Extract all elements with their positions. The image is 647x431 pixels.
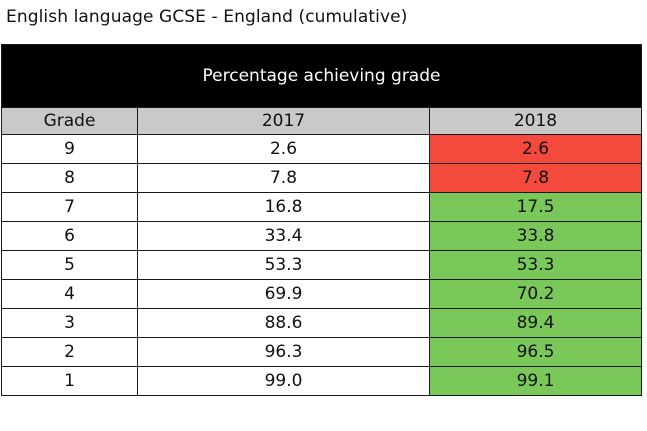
grade-cell: 9 xyxy=(1,134,138,164)
table-row: 9 2.6 2.6 xyxy=(1,134,642,164)
value-2017-cell: 16.8 xyxy=(137,192,430,222)
table-title-row: Percentage achieving grade xyxy=(1,44,642,108)
value-2017-cell: 88.6 xyxy=(137,308,430,338)
value-2018-cell: 99.1 xyxy=(429,366,642,396)
value-2017-cell: 53.3 xyxy=(137,250,430,280)
value-2018-cell: 33.8 xyxy=(429,221,642,251)
table-row: 2 96.3 96.5 xyxy=(1,337,642,367)
figure-caption: English language GCSE - England (cumulat… xyxy=(6,7,408,27)
grade-cell: 8 xyxy=(1,163,138,193)
value-2017-cell: 96.3 xyxy=(137,337,430,367)
grades-table: Percentage achieving grade Grade 2017 20… xyxy=(1,44,642,396)
table-row: 6 33.4 33.8 xyxy=(1,221,642,251)
value-2018-cell: 96.5 xyxy=(429,337,642,367)
table-row: 4 69.9 70.2 xyxy=(1,279,642,309)
grade-cell: 5 xyxy=(1,250,138,280)
table-row: 3 88.6 89.4 xyxy=(1,308,642,338)
table-row: 7 16.8 17.5 xyxy=(1,192,642,222)
value-2018-cell: 53.3 xyxy=(429,250,642,280)
grade-cell: 2 xyxy=(1,337,138,367)
grade-cell: 6 xyxy=(1,221,138,251)
value-2017-cell: 33.4 xyxy=(137,221,430,251)
grade-cell: 1 xyxy=(1,366,138,396)
table-row: 1 99.0 99.1 xyxy=(1,366,642,396)
value-2017-cell: 7.8 xyxy=(137,163,430,193)
value-2018-cell: 17.5 xyxy=(429,192,642,222)
table-row: 8 7.8 7.8 xyxy=(1,163,642,193)
grade-cell: 3 xyxy=(1,308,138,338)
column-header-grade: Grade xyxy=(1,107,138,135)
value-2017-cell: 69.9 xyxy=(137,279,430,309)
value-2018-cell: 89.4 xyxy=(429,308,642,338)
value-2018-cell: 70.2 xyxy=(429,279,642,309)
value-2017-cell: 2.6 xyxy=(137,134,430,164)
value-2018-cell: 7.8 xyxy=(429,163,642,193)
grade-cell: 7 xyxy=(1,192,138,222)
column-header-2017: 2017 xyxy=(137,107,430,135)
grade-cell: 4 xyxy=(1,279,138,309)
table-row: 5 53.3 53.3 xyxy=(1,250,642,280)
column-header-row: Grade 2017 2018 xyxy=(1,107,642,135)
column-header-2018: 2018 xyxy=(429,107,642,135)
table-title: Percentage achieving grade xyxy=(1,44,642,108)
value-2018-cell: 2.6 xyxy=(429,134,642,164)
value-2017-cell: 99.0 xyxy=(137,366,430,396)
